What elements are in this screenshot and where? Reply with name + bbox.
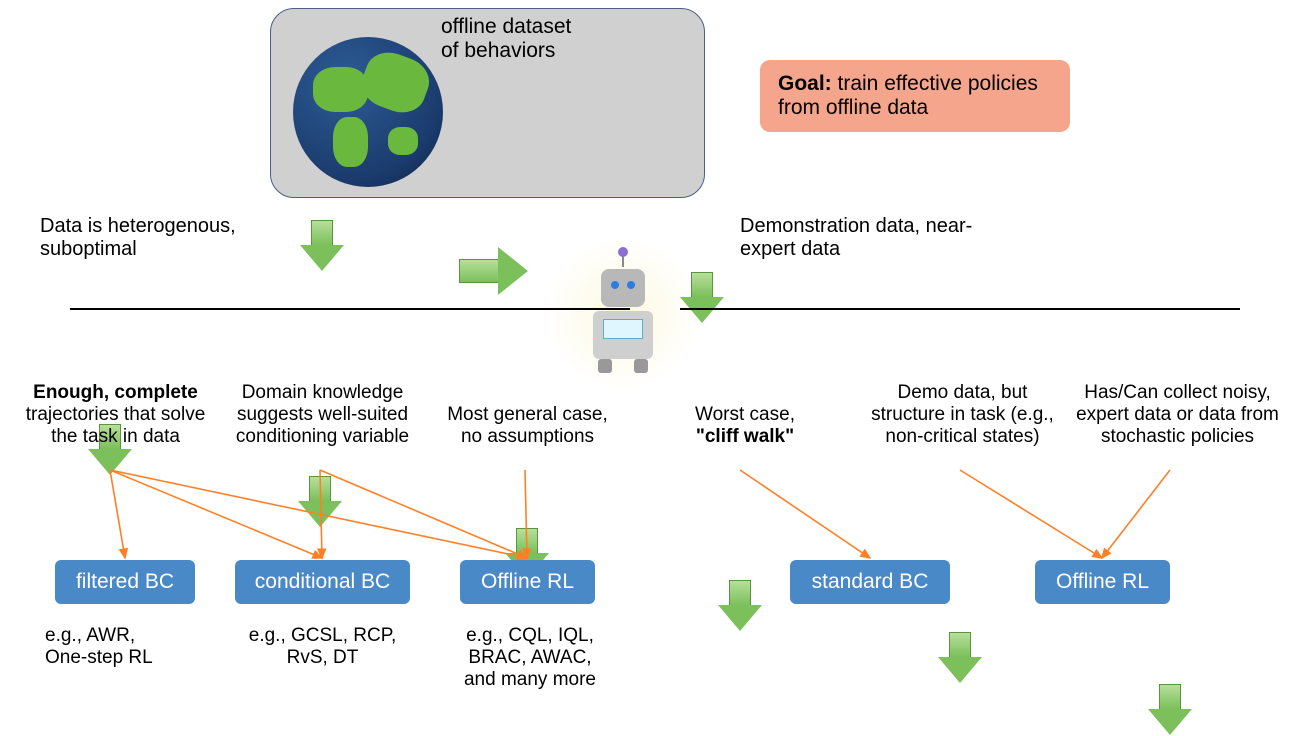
offline-dataset-caption: offline dataset of behaviors bbox=[441, 15, 641, 63]
col3-desc: Worst case, "cliff walk" bbox=[670, 382, 820, 448]
top-panel: offline dataset of behaviors bbox=[270, 8, 705, 198]
robot-network-icon bbox=[543, 239, 703, 389]
method-offline-rl-right: Offline RL bbox=[1035, 560, 1170, 604]
arrow-down-icon bbox=[680, 272, 724, 324]
arrow-down-icon bbox=[298, 476, 342, 528]
col5-desc: Has/Can collect noisy, expert data or da… bbox=[1070, 382, 1285, 448]
method-standard-bc: standard BC bbox=[790, 560, 950, 604]
left-hbar bbox=[70, 308, 630, 310]
right-hbar bbox=[680, 308, 1240, 310]
goal-label-bold: Goal: bbox=[778, 72, 832, 95]
left-branch-label: Data is heterogenous, suboptimal bbox=[40, 215, 280, 261]
col1-desc: Domain knowledge suggests well-suited co… bbox=[220, 382, 425, 448]
col2-desc: Most general case, no assumptions bbox=[445, 382, 610, 448]
arrow-down-icon bbox=[938, 632, 982, 684]
examples-col1: e.g., GCSL, RCP, RvS, DT bbox=[235, 625, 410, 669]
col4-desc: Demo data, but structure in task (e.g., … bbox=[860, 382, 1065, 448]
arrow-right-icon bbox=[459, 247, 529, 295]
globe-icon bbox=[293, 37, 443, 187]
method-conditional-bc: conditional BC bbox=[235, 560, 410, 604]
arrow-down-icon bbox=[300, 220, 344, 272]
goal-box: Goal: train effective policies from offl… bbox=[760, 60, 1070, 132]
examples-col2: e.g., CQL, IQL, BRAC, AWAC, and many mor… bbox=[445, 625, 615, 691]
arrow-down-icon bbox=[1148, 684, 1192, 736]
method-filtered-bc: filtered BC bbox=[55, 560, 195, 604]
right-branch-label: Demonstration data, near-expert data bbox=[740, 215, 1000, 261]
arrow-down-icon bbox=[718, 580, 762, 632]
col0-desc: Enough, complete trajectories that solve… bbox=[18, 382, 213, 448]
examples-col0: e.g., AWR, One-step RL bbox=[45, 625, 225, 669]
method-offline-rl-left: Offline RL bbox=[460, 560, 595, 604]
